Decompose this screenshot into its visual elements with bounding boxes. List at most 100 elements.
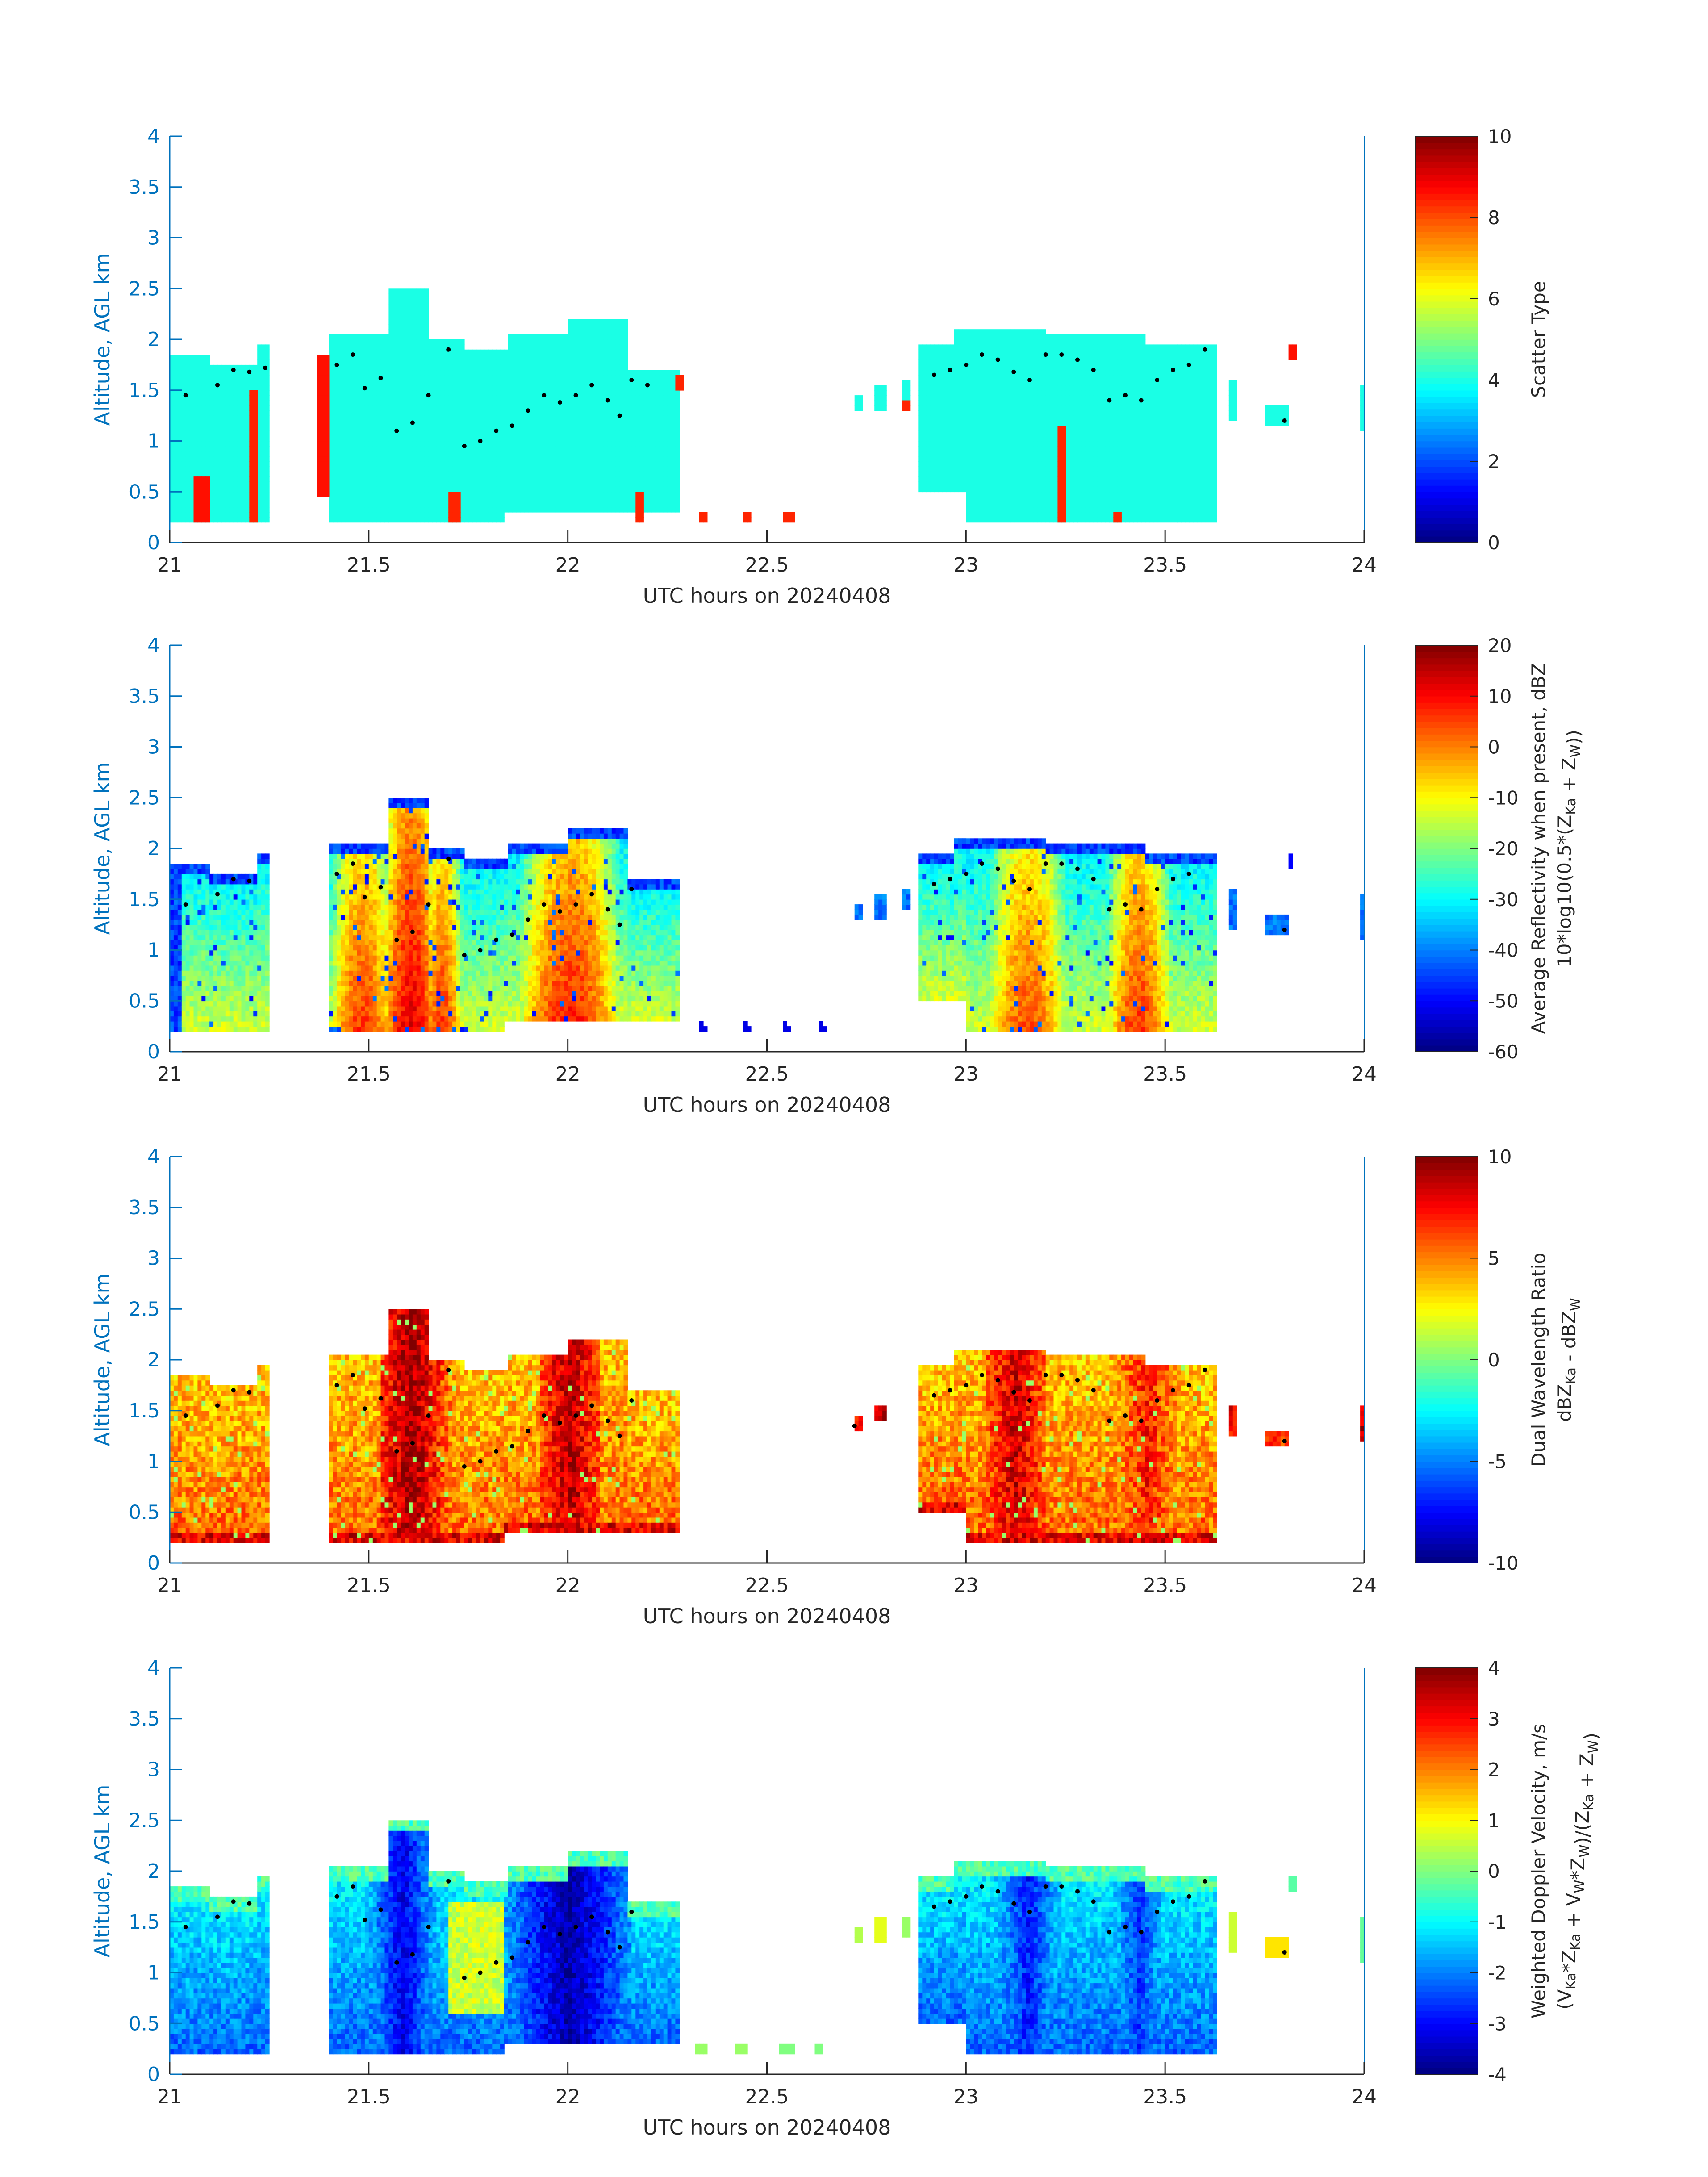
heatmap-cell	[181, 492, 186, 497]
heatmap-cell	[412, 471, 417, 477]
heatmap-cell	[357, 426, 361, 431]
heatmap-cell	[978, 446, 982, 452]
heatmap-cell	[201, 400, 206, 406]
heatmap-cell	[1030, 355, 1034, 360]
heatmap-cell	[568, 507, 572, 513]
heatmap-cell	[213, 441, 218, 447]
heatmap-cell	[946, 430, 951, 436]
heatmap-cell	[596, 415, 600, 421]
heatmap-cell	[241, 385, 246, 391]
heatmap-cell	[416, 364, 421, 371]
heatmap-cell	[460, 517, 465, 523]
heatmap-cell	[488, 364, 493, 371]
heatmap-cell	[958, 410, 963, 416]
heatmap-cell	[611, 359, 616, 365]
heatmap-cell	[520, 446, 525, 452]
heatmap-cell	[209, 395, 214, 401]
heatmap-cell	[237, 370, 242, 376]
heatmap-cell	[611, 400, 616, 406]
heatmap-cell	[424, 497, 429, 502]
heatmap-cell	[512, 421, 517, 426]
heatmap-cell	[349, 430, 353, 436]
heatmap-cell	[982, 329, 986, 335]
heatmap-cell	[922, 446, 927, 452]
heatmap-cell	[627, 476, 632, 482]
heatmap-cell	[643, 466, 648, 472]
heatmap-cell	[444, 421, 449, 426]
heatmap-cell	[651, 461, 656, 467]
heatmap-cell	[209, 517, 214, 523]
heatmap-cell	[217, 364, 222, 371]
heatmap-cell	[261, 395, 266, 401]
heatmap-cell	[237, 512, 242, 518]
heatmap-cell	[213, 517, 218, 523]
heatmap-cell	[424, 395, 429, 401]
heatmap-cell	[564, 507, 568, 513]
heatmap-cell	[966, 410, 970, 416]
heatmap-cell	[520, 405, 525, 411]
heatmap-cell	[623, 492, 628, 497]
heatmap-cell	[524, 497, 529, 502]
heatmap-cell	[603, 380, 608, 386]
heatmap-cell	[926, 400, 931, 406]
heatmap-cell	[970, 421, 974, 426]
heatmap-cell	[229, 471, 234, 477]
heatmap-cell	[560, 349, 564, 355]
heatmap-cell	[424, 476, 429, 482]
heatmap-cell	[397, 446, 401, 452]
heatmap-cell	[229, 436, 234, 442]
heatmap-cell	[357, 400, 361, 406]
heatmap-cell	[548, 390, 552, 396]
heatmap-cell	[922, 426, 927, 431]
heatmap-cell	[667, 451, 672, 457]
heatmap-cell	[201, 466, 206, 472]
heatmap-cell	[372, 456, 377, 462]
heatmap-cell	[584, 359, 588, 365]
heatmap-cell	[536, 400, 540, 406]
heatmap-cell	[405, 293, 409, 299]
heatmap-cell	[592, 415, 596, 421]
heatmap-cell	[361, 436, 365, 442]
heatmap-cell	[329, 339, 334, 345]
heatmap-cell	[213, 446, 218, 452]
heatmap-cell	[508, 421, 513, 426]
heatmap-cell	[388, 375, 393, 380]
heatmap-cell	[998, 486, 1002, 493]
heatmap-cell	[409, 497, 413, 502]
heatmap-cell	[986, 344, 990, 350]
heatmap-cell	[333, 476, 338, 482]
heatmap-cell	[205, 415, 210, 421]
heatmap-cell	[572, 355, 576, 360]
heatmap-cell	[476, 400, 481, 406]
heatmap-cell	[329, 380, 334, 386]
heatmap-cell	[982, 492, 986, 497]
heatmap-cell	[619, 456, 624, 462]
heatmap-cell	[241, 364, 246, 371]
heatmap-cell	[193, 364, 198, 371]
heatmap-cell	[337, 359, 342, 365]
heatmap-cell	[635, 486, 640, 493]
heatmap-cell	[1014, 405, 1018, 411]
heatmap-cell	[950, 446, 955, 452]
heatmap-cell	[552, 466, 556, 472]
heatmap-cell	[173, 441, 178, 447]
heatmap-cell	[484, 375, 489, 380]
heatmap-cell	[496, 390, 501, 396]
heatmap-cell	[592, 471, 596, 477]
heatmap-cell	[580, 451, 585, 457]
heatmap-cell	[540, 349, 544, 355]
heatmap-cell	[548, 507, 552, 513]
heatmap-cell	[376, 355, 381, 360]
heatmap-cell	[480, 390, 485, 396]
heatmap-cell	[528, 339, 533, 345]
heatmap-cell	[970, 456, 974, 462]
heatmap-cell	[555, 456, 560, 462]
heatmap-cell	[345, 380, 349, 386]
heatmap-cell	[1022, 507, 1026, 513]
heatmap-cell	[524, 395, 529, 401]
heatmap-cell	[405, 380, 409, 386]
heatmap-cell	[592, 405, 596, 411]
heatmap-cell	[544, 375, 548, 380]
heatmap-cell	[1030, 426, 1034, 431]
heatmap-cell	[345, 395, 349, 401]
